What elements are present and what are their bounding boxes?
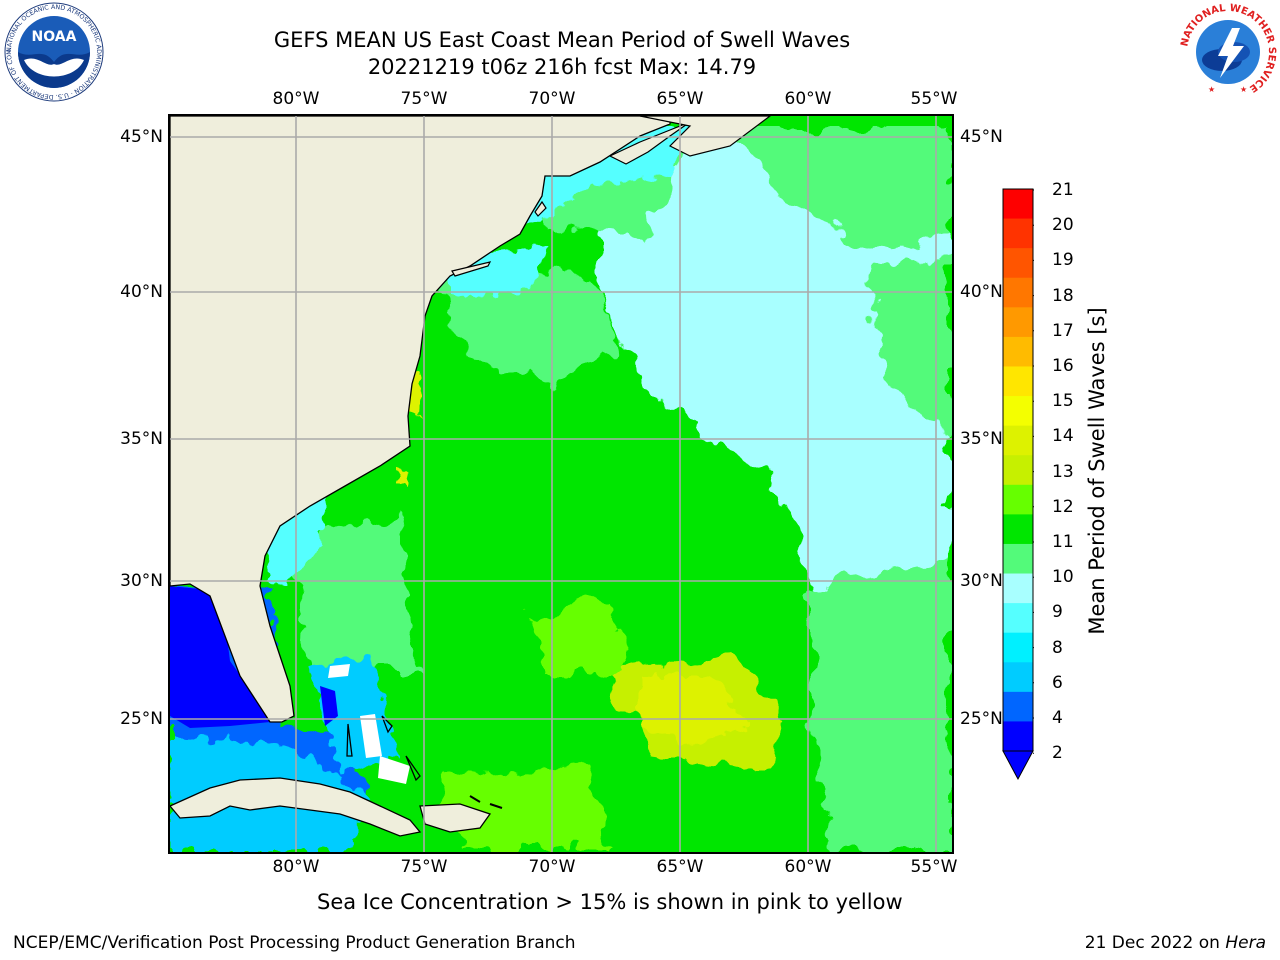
lon-label-bottom: 70°W <box>528 857 576 877</box>
colorbar <box>1002 188 1034 781</box>
lat-label-right: 25°N <box>960 709 1003 729</box>
colorbar-outline <box>1002 188 1034 752</box>
colorbar-tick-label: 16 <box>1052 356 1074 376</box>
noaa-logo: NATIONAL OCEANIC AND ATMOSPHERIC ADMINIS… <box>4 2 104 102</box>
lon-label-bottom: 65°W <box>656 857 704 877</box>
colorbar-bin <box>1003 248 1033 279</box>
sea-ice-note: Sea Ice Concentration > 15% is shown in … <box>317 890 903 914</box>
colorbar-tick-label: 8 <box>1052 637 1063 658</box>
map-panel <box>168 114 954 854</box>
colorbar-bin <box>1003 514 1033 545</box>
colorbar-bin <box>1003 218 1033 249</box>
colorbar-tick-label: 4 <box>1052 708 1063 728</box>
colorbar-tick-label: 2 <box>1052 743 1063 764</box>
machine-name: Hera <box>1225 933 1266 953</box>
colorbar-bin <box>1003 366 1033 397</box>
colorbar-tick-label: 15 <box>1052 391 1074 412</box>
land-north-america <box>170 116 671 723</box>
colorbar-tick-label: 17 <box>1052 320 1074 341</box>
land-cuba <box>170 777 422 837</box>
lat-label-left: 45°N <box>120 127 163 147</box>
colorbar-bin <box>1003 603 1033 634</box>
colorbar-bin <box>1003 455 1033 486</box>
svg-text:★: ★ <box>1240 85 1247 94</box>
lat-label-right: 40°N <box>960 282 1003 302</box>
colorbar-tick-label: 10 <box>1052 567 1074 588</box>
colorbar-bin <box>1003 662 1033 693</box>
colorbar-tick-label: 19 <box>1052 250 1074 271</box>
lon-label-top: 80°W <box>272 89 320 109</box>
lon-label-bottom: 55°W <box>910 857 958 877</box>
colorbar-bin <box>1003 543 1033 575</box>
colorbar-bin <box>1003 721 1033 752</box>
lon-label-top: 70°W <box>528 89 576 109</box>
run-date-text: 21 Dec 2022 on <box>1084 933 1226 953</box>
lat-label-right: 35°N <box>960 429 1003 449</box>
lon-label-top: 75°W <box>400 89 448 109</box>
colorbar-tick-label: 9 <box>1052 602 1063 623</box>
colorbar-bin <box>1003 425 1033 456</box>
colorbar-tick-label: 21 <box>1052 180 1074 200</box>
colorbar-bin <box>1003 336 1033 367</box>
colorbar-bin <box>1003 396 1033 427</box>
lon-label-bottom: 60°W <box>784 857 832 877</box>
colorbar-bin <box>1003 189 1033 220</box>
lon-label-bottom: 80°W <box>272 857 320 877</box>
colorbar-tick-label: 14 <box>1052 426 1074 447</box>
lat-label-right: 45°N <box>960 127 1003 147</box>
colorbar-label: Mean Period of Swell Waves [s] <box>1085 307 1109 635</box>
colorbar-tick-label: 6 <box>1052 672 1063 693</box>
noaa-logo-text: NOAA <box>32 29 77 45</box>
lat-label-left: 35°N <box>120 429 163 449</box>
colorbar-tick-label: 20 <box>1052 215 1074 236</box>
lon-label-bottom: 75°W <box>400 857 448 877</box>
swell-period-map <box>170 116 952 852</box>
lat-label-left: 30°N <box>120 571 163 591</box>
svg-text:★: ★ <box>1208 85 1215 94</box>
lat-label-left: 40°N <box>120 282 163 302</box>
chart-title: GEFS MEAN US East Coast Mean Period of S… <box>273 28 851 52</box>
graticule <box>170 116 952 852</box>
colorbar-bin <box>1003 277 1033 308</box>
colorbar-tick-label: 13 <box>1052 461 1074 482</box>
lon-label-top: 55°W <box>910 89 958 109</box>
colorbar-bin <box>1003 691 1033 722</box>
colorbar-extend-arrow <box>1002 750 1034 781</box>
producer-credit: NCEP/EMC/Verification Post Processing Pr… <box>13 933 576 953</box>
colorbar-tick-label: 18 <box>1052 285 1074 306</box>
lon-label-top: 65°W <box>656 89 704 109</box>
colorbar-tick-label: 12 <box>1052 496 1074 517</box>
lat-label-left: 25°N <box>120 709 163 729</box>
colorbar-bin <box>1003 573 1033 604</box>
run-date: 21 Dec 2022 on Hera <box>1085 933 1266 953</box>
nws-logo: NATIONAL WEATHER SERVICE ★ ★ <box>1179 3 1277 101</box>
colorbar-tick-label: 11 <box>1052 532 1074 552</box>
lat-label-right: 30°N <box>960 571 1003 591</box>
colorbar-bin <box>1003 632 1033 663</box>
lon-label-top: 60°W <box>784 89 832 109</box>
chart-subtitle: 20221219 t06z 216h fcst Max: 14.79 <box>367 55 757 79</box>
colorbar-bin <box>1003 307 1033 338</box>
colorbar-bin <box>1003 484 1033 515</box>
